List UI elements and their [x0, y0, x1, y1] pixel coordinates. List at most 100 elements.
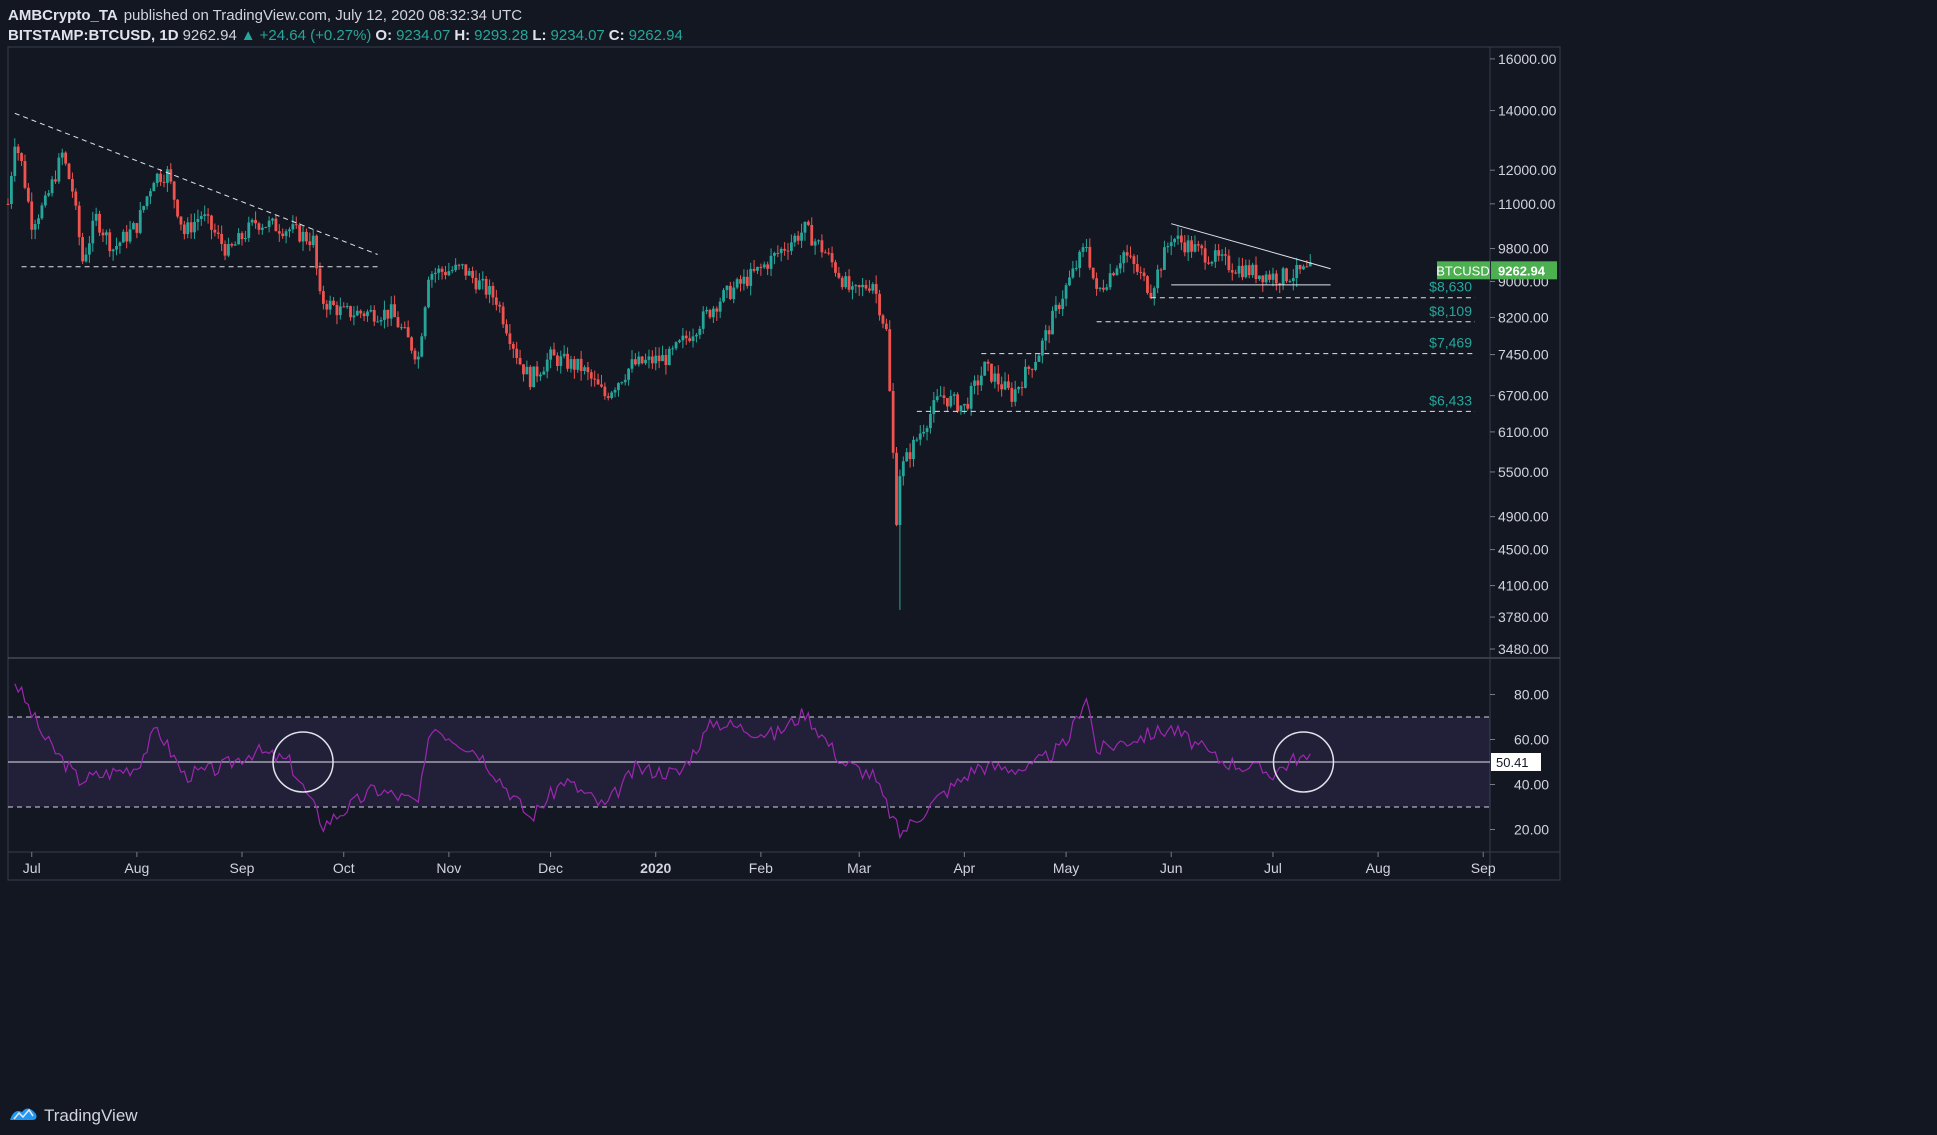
candle-body — [820, 240, 824, 253]
high-label: H: — [454, 27, 471, 44]
candle-body — [1054, 304, 1058, 311]
candle-body — [342, 306, 346, 308]
candle-body — [1098, 287, 1102, 289]
candle-body — [1207, 262, 1210, 264]
candle-body — [1288, 281, 1292, 283]
price-tick-label: 3780.00 — [1498, 609, 1549, 625]
candle-body — [464, 264, 468, 276]
candle-body — [318, 268, 322, 292]
candle-body — [125, 231, 129, 242]
candle-body — [1074, 268, 1078, 270]
price-change: +24.64 (+0.27%) — [259, 27, 372, 44]
candle-body — [1057, 304, 1061, 310]
time-tick-label: Apr — [953, 860, 975, 876]
candle-body — [182, 224, 186, 235]
candle-body — [294, 224, 298, 226]
candle-body — [708, 309, 712, 318]
candle-body — [284, 231, 288, 237]
candle-body — [115, 245, 118, 250]
candle-body — [667, 348, 671, 365]
candle-body — [1291, 278, 1295, 282]
rsi-highlight-circle — [1272, 731, 1335, 793]
candle-body — [752, 268, 756, 271]
candle-body — [67, 163, 71, 180]
candle-body — [749, 268, 753, 286]
candle-body — [993, 373, 997, 382]
candle-body — [230, 244, 234, 246]
rsi-tick-label: 80.00 — [1514, 687, 1549, 703]
candle-body — [732, 287, 736, 300]
candle-body — [210, 215, 213, 230]
candle-body — [1146, 276, 1149, 293]
rsi-tick-label: 60.00 — [1514, 732, 1549, 748]
candle-body — [1122, 252, 1126, 264]
candle-body — [1183, 242, 1187, 253]
candle-body — [661, 355, 664, 362]
candle-body — [1108, 273, 1112, 288]
candle-body — [756, 266, 759, 271]
candle-body — [1166, 246, 1170, 248]
candle-body — [1017, 387, 1021, 390]
price-tick-label: 4900.00 — [1498, 509, 1549, 525]
candle-body — [1274, 273, 1278, 284]
symbol-label[interactable]: BITSTAMP:BTCUSD, 1D — [8, 27, 179, 44]
candle-body — [1115, 268, 1119, 276]
candle-body — [1105, 287, 1109, 290]
chart-header: AMBCrypto_TA published on TradingView.co… — [8, 6, 683, 46]
candle-body — [871, 284, 875, 291]
candle-body — [803, 221, 807, 233]
candle-body — [274, 218, 278, 232]
candle-body — [589, 372, 593, 379]
candle-body — [155, 173, 159, 184]
candle-body — [328, 300, 332, 310]
candle-body — [179, 216, 183, 225]
candle-body — [559, 356, 563, 367]
candle-body — [681, 335, 685, 341]
candle-body — [301, 231, 305, 242]
price-tick-label: 5500.00 — [1498, 464, 1549, 480]
candle-body — [786, 250, 790, 252]
candle-body — [508, 333, 512, 345]
candle-body — [1264, 274, 1268, 283]
time-tick-label: May — [1053, 860, 1079, 876]
candle-body — [1129, 255, 1132, 257]
candle-body — [159, 173, 163, 182]
tradingview-logo-icon[interactable] — [8, 1104, 38, 1127]
candle-body — [118, 242, 122, 246]
candle-body — [1000, 384, 1004, 390]
candle-body — [990, 363, 993, 382]
candle-body — [33, 223, 37, 230]
candle-body — [830, 253, 834, 263]
candle-body — [1305, 266, 1309, 268]
candle-body — [291, 224, 295, 230]
candle-body — [308, 241, 312, 246]
candle-body — [1085, 246, 1088, 248]
candle-body — [976, 380, 980, 386]
candle-body — [962, 403, 966, 406]
published-text: published on TradingView.com, July 12, 2… — [123, 7, 523, 24]
price-tick-label: 9800.00 — [1498, 241, 1549, 257]
candle-body — [227, 244, 230, 256]
candle-body — [698, 328, 702, 335]
candle-body — [298, 224, 302, 242]
candle-body — [881, 315, 885, 324]
candle-body — [376, 321, 380, 323]
author-name[interactable]: AMBCrypto_TA — [8, 7, 118, 24]
candle-body — [1179, 235, 1183, 243]
candle-body — [1173, 238, 1177, 243]
candle-body — [918, 433, 922, 440]
candle-body — [1271, 273, 1275, 280]
candle-body — [1152, 288, 1156, 299]
candle-body — [857, 285, 861, 288]
candle-body — [552, 349, 556, 356]
candle-body — [528, 366, 532, 388]
candle-body — [40, 205, 44, 219]
price-tick-label: 6700.00 — [1498, 388, 1549, 404]
candle-body — [477, 280, 481, 290]
time-tick-label: Jul — [23, 860, 41, 876]
footer-brand[interactable]: TradingView — [44, 1105, 138, 1125]
candle-body — [427, 279, 430, 308]
candle-body — [13, 146, 17, 177]
candle-body — [50, 179, 54, 194]
